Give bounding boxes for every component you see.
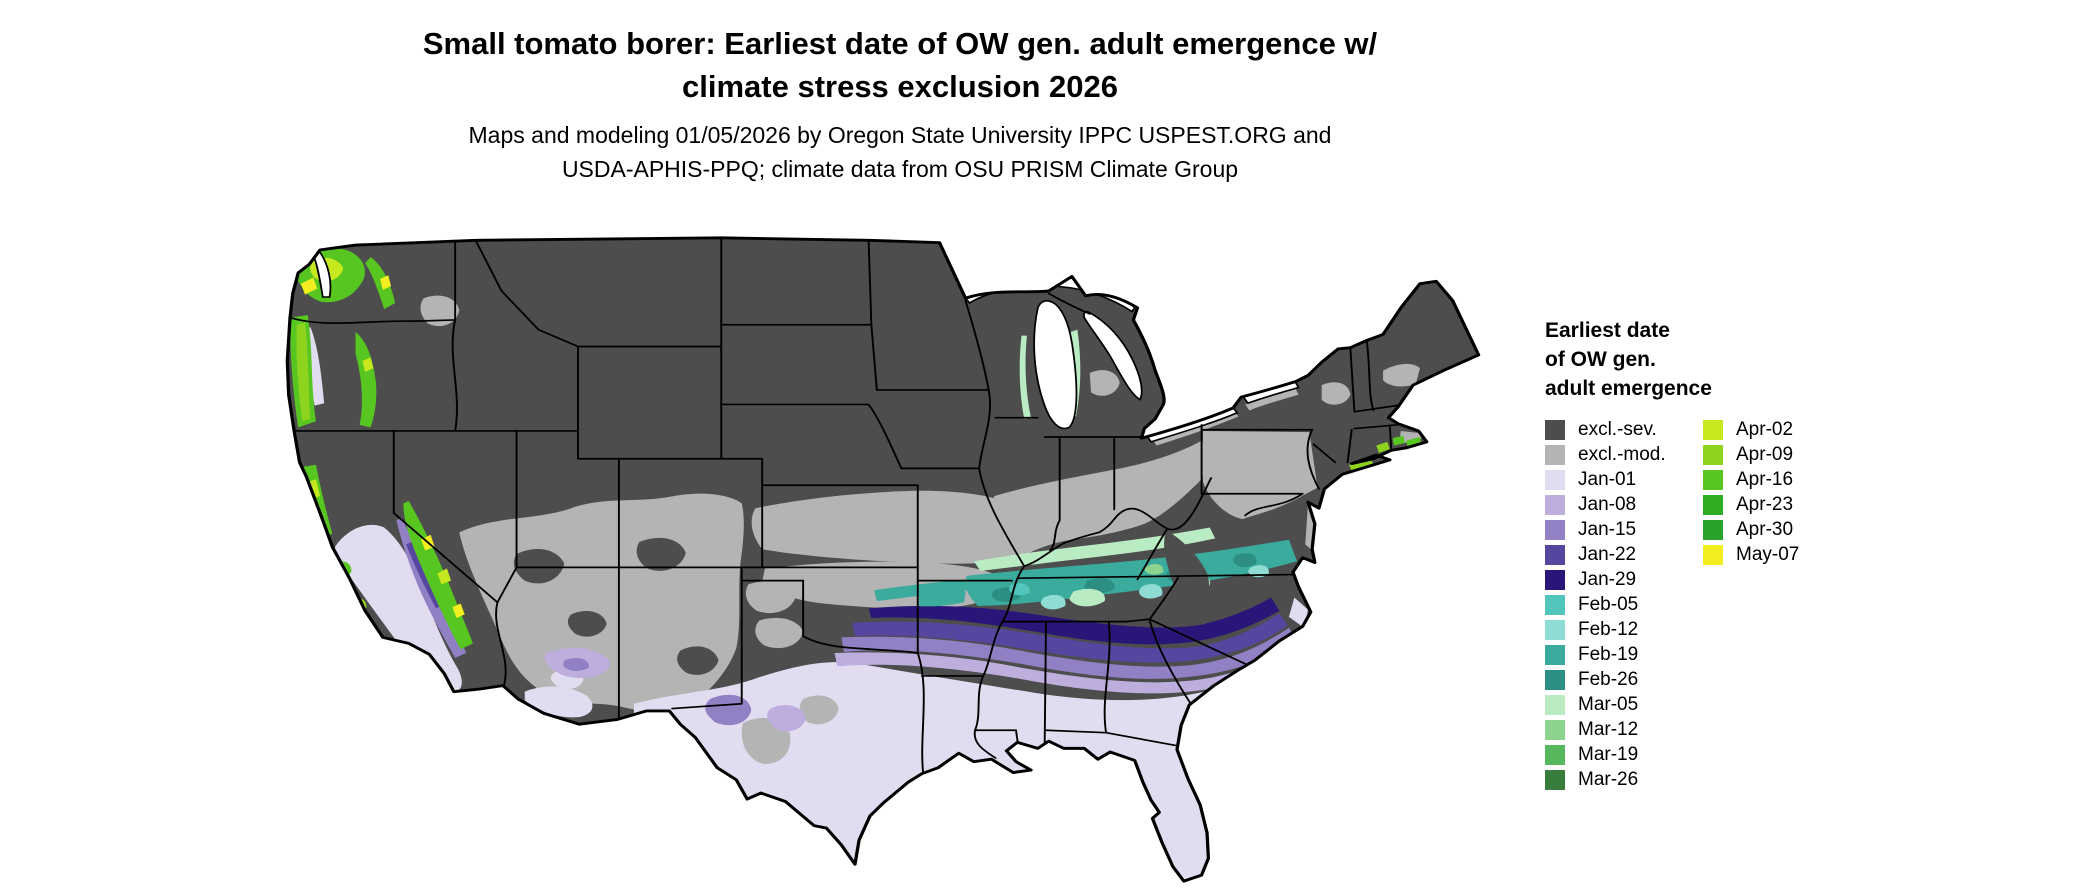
legend-title-line-3: adult emergence [1545,377,1712,400]
map-legend: Earliest date of OW gen. adult emergence… [1545,316,1799,792]
legend-label: Mar-05 [1578,693,1639,715]
legend-swatch-apr30 [1703,519,1723,540]
puget-sound [312,251,332,298]
legend-swatch-apr23 [1703,494,1723,515]
legend-swatch-feb19 [1545,644,1565,665]
legend-swatch-jan01 [1545,469,1565,490]
lake-michigan [1033,300,1078,430]
legend-item-apr02: Apr-02 [1703,417,1799,442]
legend-label: Jan-15 [1578,518,1637,540]
legend-swatch-jan29 [1545,569,1565,590]
legend-swatch-may07 [1703,544,1723,565]
legend-item-excl_mod: excl.-mod. [1545,442,1712,467]
legend-item-apr09: Apr-09 [1703,442,1799,467]
legend-swatch-mar26 [1545,769,1565,790]
legend-swatch-apr16 [1703,469,1723,490]
legend-title-line-2: of OW gen. [1545,348,1656,371]
page-subtitle-line-2: USDA-APHIS-PPQ; climate data from OSU PR… [561,156,1239,182]
zone-east-coast-green-specks [1348,435,1422,471]
legend-column-2: Apr-02 Apr-09 Apr-16 Apr-23 Apr-30 May-07 [1703,417,1799,567]
legend-label: Feb-12 [1578,618,1639,640]
legend-item-feb12: Feb-12 [1545,617,1712,642]
legend-item-mar19: Mar-19 [1545,742,1712,767]
legend-item-excl_sev: excl.-sev. [1545,417,1712,442]
map-fill-layers [287,237,1479,882]
page-subtitle: Maps and modeling 01/05/2026 by Oregon S… [0,118,1800,186]
legend-swatch-mar12 [1545,719,1565,740]
legend-swatch-mar05 [1545,694,1565,715]
legend-swatch-feb26 [1545,669,1565,690]
legend-swatch-jan08 [1545,494,1565,515]
legend-item-mar12: Mar-12 [1545,717,1712,742]
legend-column-1: excl.-sev. excl.-mod. Jan-01 Jan-08 Jan-15 Ja… [1545,417,1712,792]
page-subtitle-line-1: Maps and modeling 01/05/2026 by Oregon S… [468,122,1332,148]
zone-february-teal-band [874,527,1298,610]
legend-title: Earliest date of OW gen. adult emergence [1545,316,1712,403]
legend-label: Jan-01 [1578,468,1637,490]
legend-item-apr16: Apr-16 [1703,467,1799,492]
legend-label: Feb-05 [1578,593,1639,615]
legend-item-mar26: Mar-26 [1545,767,1712,792]
legend-label: Jan-08 [1578,493,1637,515]
legend-swatch-excl_mod [1545,444,1565,465]
legend-item-feb26: Feb-26 [1545,667,1712,692]
legend-swatch-apr02 [1703,419,1723,440]
legend-label: excl.-mod. [1578,443,1666,465]
legend-label: Mar-19 [1578,743,1639,765]
map-svg [285,236,1481,883]
legend-swatch-apr09 [1703,444,1723,465]
legend-item-feb05: Feb-05 [1545,592,1712,617]
legend-swatch-jan15 [1545,519,1565,540]
legend-label: Apr-02 [1736,418,1794,440]
legend-label: Apr-09 [1736,443,1794,465]
legend-label: Apr-16 [1736,468,1794,490]
legend-label: excl.-sev. [1578,418,1657,440]
legend-label: Jan-29 [1578,568,1637,590]
legend-label: Apr-23 [1736,493,1794,515]
legend-item-jan29: Jan-29 [1545,567,1712,592]
legend-label: Jan-22 [1578,543,1637,565]
legend-swatch-jan22 [1545,544,1565,565]
legend-item-feb19: Feb-19 [1545,642,1712,667]
page-title-line-1: Small tomato borer: Earliest date of OW … [422,26,1378,61]
legend-swatch-feb12 [1545,619,1565,640]
legend-item-jan22: Jan-22 [1545,542,1712,567]
page-title-line-2: climate stress exclusion 2026 [682,69,1118,104]
legend-item-jan15: Jan-15 [1545,517,1712,542]
legend-swatch-feb05 [1545,594,1565,615]
legend-label: Feb-19 [1578,643,1639,665]
legend-entries: excl.-sev. excl.-mod. Jan-01 Jan-08 Jan-15 Ja… [1545,417,1799,792]
legend-swatch-excl_sev [1545,419,1565,440]
legend-label: May-07 [1736,543,1800,565]
legend-label: Feb-26 [1578,668,1639,690]
legend-label: Apr-30 [1736,518,1794,540]
lake-huron [1083,310,1143,401]
legend-label: Mar-26 [1578,768,1639,790]
legend-title-line-1: Earliest date [1545,319,1670,342]
legend-item-jan01: Jan-01 [1545,467,1712,492]
legend-label: Mar-12 [1578,718,1639,740]
zone-appalachian-dark-ridge [1164,529,1210,626]
state-borders [289,237,1406,775]
legend-swatch-mar19 [1545,744,1565,765]
zone-dark-mottling-southwest [513,537,719,675]
legend-item-jan08: Jan-08 [1545,492,1712,517]
us-choropleth-map [230,192,1540,892]
legend-item-may07: May-07 [1703,542,1799,567]
legend-item-apr30: Apr-30 [1703,517,1799,542]
legend-item-apr23: Apr-23 [1703,492,1799,517]
page-title: Small tomato borer: Earliest date of OW … [0,22,1800,108]
legend-item-mar05: Mar-05 [1545,692,1712,717]
